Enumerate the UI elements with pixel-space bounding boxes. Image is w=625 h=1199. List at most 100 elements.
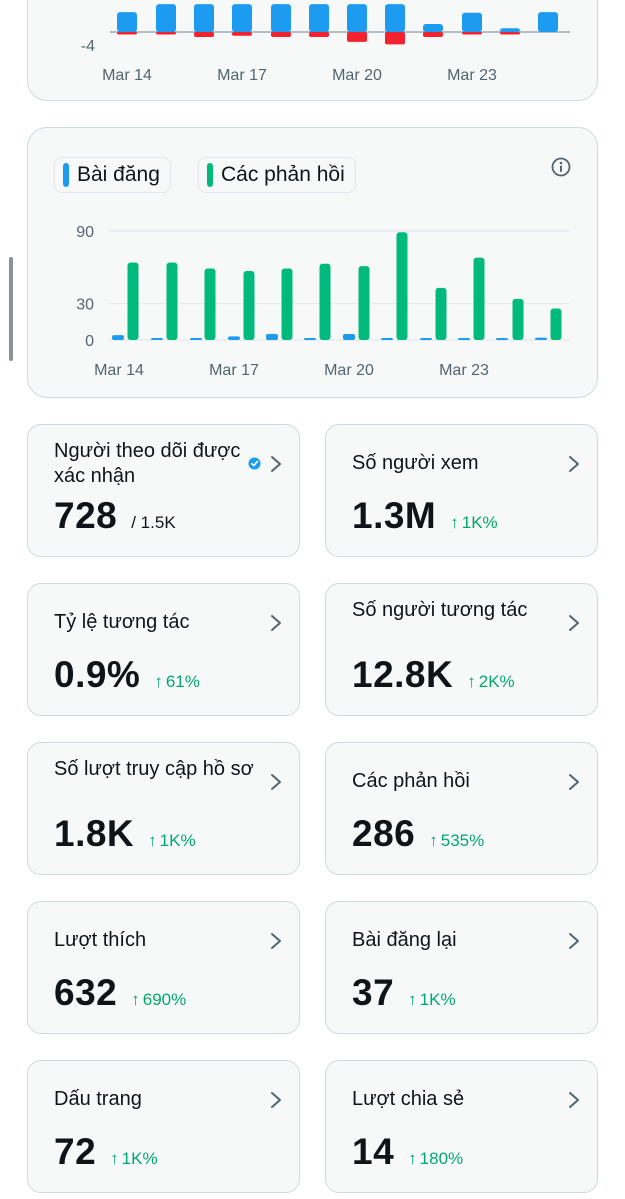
stat-value: 632 [54,972,118,1013]
posts-bar [112,335,124,340]
posts-bar [151,338,163,340]
chart-y-tick-label: 90 [76,224,94,241]
replies-bar [204,268,216,340]
info-icon[interactable] [550,156,572,178]
stat-card-10[interactable]: Lượt chia sẻ 14 ↑ 180% [325,1060,598,1193]
stat-value: 1.8K [54,813,135,854]
chevron-right-icon [569,456,579,472]
stat-delta-value: 1K% [159,831,196,850]
chart-y-tick-label: 0 [85,333,94,350]
stat-value-row: 1.3M ↑ 1K% [352,495,498,536]
posts-bar [458,338,470,340]
stat-card-1[interactable]: Người theo dõi được xác nhận 728 / 1.5K [27,424,300,557]
stat-delta-value: 690% [142,990,187,1009]
posts-replies-chart: 0 30 90 Mar 14 Mar 17 Mar 20 Mar 23 [76,224,570,379]
arrow-up-icon: ↑ [408,1149,417,1168]
stat-card-6[interactable]: Các phản hồi 286 ↑ 535% [325,742,598,875]
stat-delta: ↑ 1K% [450,513,497,533]
chevron-right-icon [271,774,281,790]
posts-bar [228,336,240,340]
stat-card-7[interactable]: Lượt thích 632 ↑ 690% [27,901,300,1034]
replies-bar [550,308,562,340]
stat-delta-value: 535% [440,831,485,850]
net-chart-negative-bar [462,32,482,35]
replies-bar [166,262,178,340]
stat-value-row: 72 ↑ 1K% [54,1131,158,1172]
stat-label: Bài đăng lại [352,929,457,951]
chevron-right-icon [271,615,281,631]
stat-card-4[interactable]: Số người tương tác 12.8K ↑ 2K% [325,583,598,716]
net-chart-negative-bar [194,32,214,37]
stat-value-row: 12.8K ↑ 2K% [352,654,515,695]
stat-label: Số lượt truy cập hồ sơ [54,758,254,780]
stat-delta: ↑ 1K% [148,831,195,851]
scroll-indicator[interactable] [9,257,13,361]
stat-value-row: 728 / 1.5K [54,495,176,536]
stat-card-5[interactable]: Số lượt truy cập hồ sơ 1.8K ↑ 1K% [27,742,300,875]
replies-bar [435,287,447,340]
net-chart-positive-bar [156,4,176,32]
net-chart-positive-bar [271,4,291,32]
net-chart-positive-bar [309,4,329,32]
net-chart-negative-bar [423,32,443,37]
legend-posts[interactable]: Bài đăng [54,157,171,193]
stat-card-3[interactable]: Tỷ lệ tương tác 0.9% ↑ 61% [27,583,300,716]
legend-replies[interactable]: Các phản hồi [198,157,356,193]
net-chart-x-label: Mar 23 [447,67,497,84]
stat-delta-value: 1K% [419,990,456,1009]
arrow-up-icon: ↑ [408,990,417,1009]
chevron-right-icon [271,933,281,949]
stat-value: 14 [352,1131,395,1172]
net-chart-positive-bar [385,4,405,32]
posts-bar [343,333,355,340]
replies-bar [512,298,524,340]
net-chart-negative-bar [347,32,367,42]
stat-card-9[interactable]: Dấu trang 72 ↑ 1K% [27,1060,300,1193]
net-chart-negative-bar [117,32,137,35]
replies-bar [281,268,293,340]
net-chart-positive-bar [538,12,558,32]
stat-label: Số người xem [352,452,479,474]
arrow-up-icon: ↑ [110,1149,119,1168]
stat-value-row: 14 ↑ 180% [352,1131,463,1172]
chevron-right-icon [569,774,579,790]
net-chart-x-label: Mar 20 [332,67,382,84]
chart-x-tick-label: Mar 20 [324,362,374,379]
net-chart-negative-bar [156,32,176,35]
stat-delta: ↑ 690% [131,990,186,1010]
stat-delta: ↑ 61% [154,672,200,692]
net-chart-x-label: Mar 14 [102,67,152,84]
stat-delta-value: 61% [165,672,200,691]
chevron-right-icon [271,456,281,472]
net-chart-negative-bar [309,32,329,37]
verified-badge-icon [248,457,261,470]
chevron-right-icon [271,1092,281,1108]
posts-bar [381,338,393,340]
replies-bar [396,232,408,340]
stat-card-8[interactable]: Bài đăng lại 37 ↑ 1K% [325,901,598,1034]
stat-value-row: 286 ↑ 535% [352,813,485,854]
stat-value-row: 37 ↑ 1K% [352,972,456,1013]
stat-value: 286 [352,813,416,854]
stat-card-2[interactable]: Số người xem 1.3M ↑ 1K% [325,424,598,557]
stat-delta-value: 1K% [121,1149,158,1168]
chart-x-tick-label: Mar 17 [209,362,259,379]
net-chart-positive-bar [347,4,367,32]
replies-bar [243,270,255,340]
net-chart-positive-bar [500,28,520,32]
stat-value-row: 632 ↑ 690% [54,972,186,1013]
stat-delta: ↑ 1K% [110,1149,157,1169]
arrow-up-icon: ↑ [429,831,438,850]
arrow-up-icon: ↑ [450,513,459,532]
posts-bar [535,337,547,340]
net-chart-y-tick: -4 [81,38,95,55]
chevron-right-icon [569,615,579,631]
net-chart-x-label: Mar 17 [217,67,267,84]
chart-x-tick-label: Mar 23 [439,362,489,379]
stat-total: / 1.5K [131,513,176,532]
net-chart-negative-bar [385,32,405,45]
stat-value: 728 [54,495,118,536]
net-chart-positive-bar [232,4,252,32]
posts-bar [420,338,432,340]
stat-value-row: 1.8K ↑ 1K% [54,813,196,854]
